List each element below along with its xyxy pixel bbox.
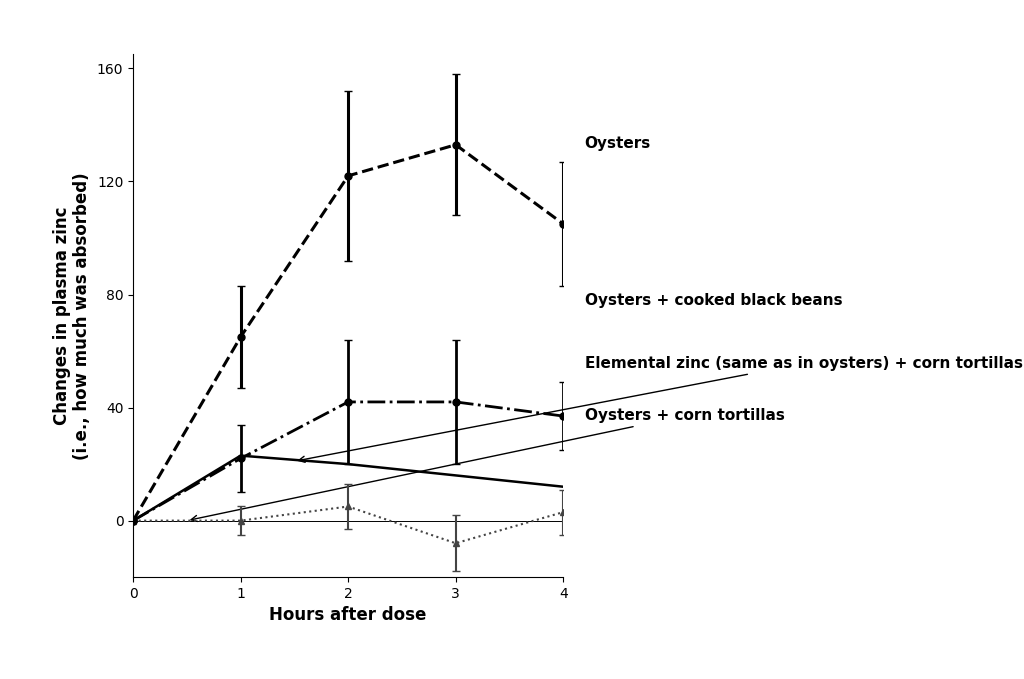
Text: Oysters + corn tortillas: Oysters + corn tortillas [191, 408, 784, 521]
Text: Oysters + cooked black beans: Oysters + cooked black beans [585, 293, 843, 308]
Text: Oysters: Oysters [585, 136, 651, 151]
X-axis label: Hours after dose: Hours after dose [269, 606, 427, 625]
Text: Elemental zinc (same as in oysters) + corn tortillas: Elemental zinc (same as in oysters) + co… [299, 356, 1023, 462]
Y-axis label: Changes in plasma zinc
(i.e., how much was absorbed): Changes in plasma zinc (i.e., how much w… [52, 172, 91, 460]
